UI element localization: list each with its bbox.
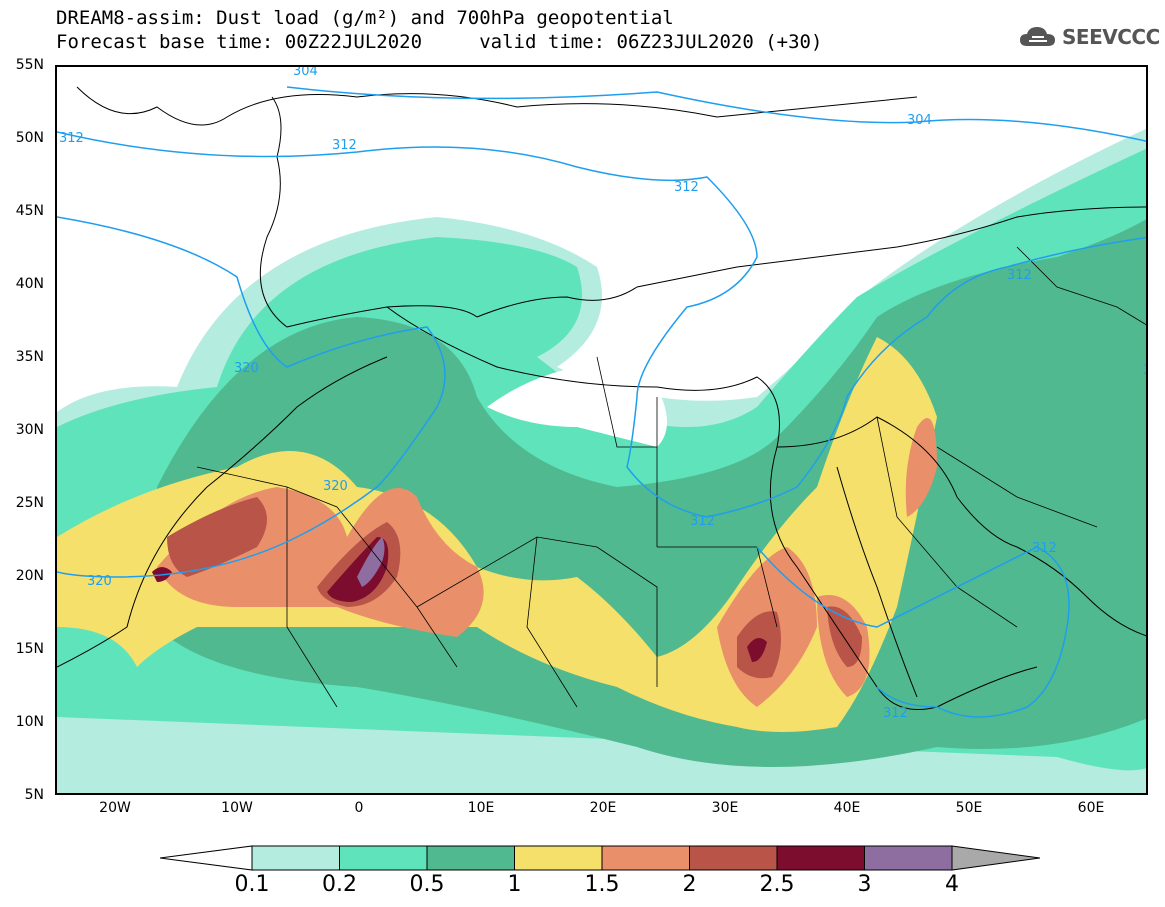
colorbar — [160, 845, 1040, 871]
geopotential-contours — [57, 86, 1146, 718]
lat-label: 45N — [15, 203, 44, 219]
colorbar-swatch — [864, 845, 953, 871]
contour-label-312g: 312 — [883, 706, 908, 721]
seevccc-logo: SEEVCCC — [1018, 24, 1160, 50]
colorbar-label: 0.5 — [409, 872, 445, 897]
contour-label-312f: 312 — [1032, 541, 1057, 556]
forecast-time-line: Forecast base time: 00Z22JUL2020 valid t… — [56, 31, 823, 53]
dust-band-2 — [167, 497, 862, 679]
contour-label-320b: 320 — [323, 479, 348, 494]
lon-label: 30E — [711, 800, 739, 816]
lat-label: 40N — [15, 276, 44, 292]
lon-label: 20W — [99, 800, 131, 816]
colorbar-label: 0.1 — [234, 872, 270, 897]
logo-text: SEEVCCC — [1062, 25, 1160, 49]
dust-band-3 — [357, 537, 385, 587]
colorbar-label: 3 — [857, 872, 872, 897]
contour-label-312c: 312 — [674, 180, 699, 195]
dust-band-1 — [57, 337, 937, 732]
lat-label: 55N — [15, 57, 44, 73]
contour-label-320c: 320 — [87, 574, 112, 589]
lon-label: 50E — [955, 800, 983, 816]
dust-load-map: 304 304 312 312 312 320 320 312 312 320 … — [55, 65, 1148, 795]
low-dust-area — [487, 367, 667, 447]
map-canvas: 304 304 312 312 312 320 320 312 312 320 … — [57, 67, 1148, 793]
colorbar-swatch — [251, 845, 340, 871]
lon-label: 10E — [467, 800, 495, 816]
colorbar-high-arrow — [951, 845, 1040, 871]
map-title: DREAM8-assim: Dust load (g/m²) and 700hP… — [56, 7, 674, 29]
colorbar-swatch — [601, 845, 690, 871]
colorbar-swatch — [776, 845, 865, 871]
colorbar-label: 2 — [682, 872, 697, 897]
lon-label: 20E — [589, 800, 617, 816]
colorbar-label: 1.5 — [584, 872, 620, 897]
lat-label: 30N — [15, 422, 44, 438]
lat-label: 50N — [15, 130, 44, 146]
colorbar-label: 4 — [945, 872, 959, 897]
lon-label: 10W — [221, 800, 253, 816]
lat-label: 15N — [15, 641, 44, 657]
lat-label: 20N — [15, 568, 44, 584]
contour-labels: 304 304 312 312 312 320 320 312 312 320 … — [59, 67, 1148, 721]
borders — [196, 246, 1146, 708]
contour-label-312a: 312 — [59, 131, 84, 146]
dust-load-fields — [57, 128, 1146, 793]
lat-label: 35N — [15, 349, 44, 365]
colorbar-swatch — [339, 845, 428, 871]
contour-label-312h: 312 — [1143, 363, 1148, 378]
colorbar-boxes — [251, 845, 953, 871]
cloud-icon — [1020, 27, 1055, 46]
colorbar-label: 1 — [507, 872, 522, 897]
contour-label-320a: 320 — [234, 361, 259, 376]
lat-label: 25N — [15, 495, 44, 511]
colorbar-swatch — [689, 845, 778, 871]
lon-label: 40E — [833, 800, 861, 816]
colorbar-label: 0.2 — [322, 872, 357, 897]
coastlines — [57, 86, 1146, 710]
contour-label-312b: 312 — [332, 138, 357, 153]
contour-label-304a: 304 — [293, 67, 318, 79]
contour-label-312d: 312 — [690, 514, 715, 529]
colorbar-label: 2.5 — [759, 872, 795, 897]
lon-label: 60E — [1077, 800, 1105, 816]
lat-label: 10N — [15, 714, 44, 730]
contour-label-312e: 312 — [1007, 268, 1032, 283]
contour-label-304b: 304 — [907, 113, 932, 128]
lat-label: 5N — [24, 787, 44, 803]
colorbar-swatch — [514, 845, 603, 871]
colorbar-low-arrow — [160, 845, 253, 871]
colorbar-swatch — [426, 845, 515, 871]
lon-label: 0 — [354, 800, 364, 816]
